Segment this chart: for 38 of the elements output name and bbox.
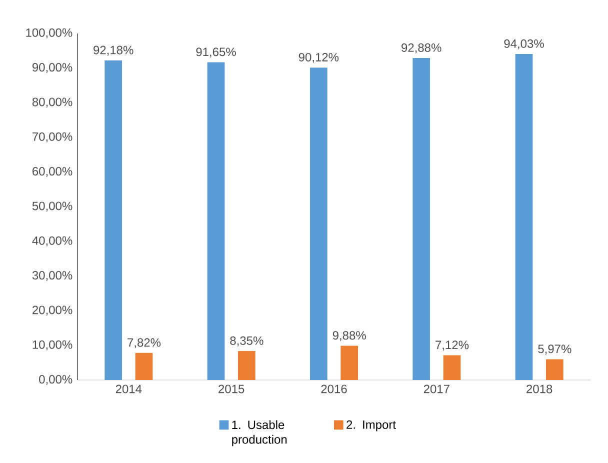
data-label: 8,35% xyxy=(230,336,264,346)
y-tick-label: 20,00% xyxy=(32,306,72,316)
x-tick-label: 2017 xyxy=(424,384,450,394)
bar xyxy=(546,359,564,380)
data-label: 90,12% xyxy=(298,53,339,64)
data-label: 94,03% xyxy=(504,40,544,50)
y-tick-label: 70,00% xyxy=(32,132,72,142)
data-label: 91,65% xyxy=(196,48,236,58)
y-tick-label: 50,00% xyxy=(32,202,72,212)
y-tick-label: 30,00% xyxy=(32,271,72,282)
legend-label: 1. Usable production xyxy=(232,420,287,446)
data-label: 5,97% xyxy=(538,344,572,355)
y-tick-label: 40,00% xyxy=(32,236,72,246)
data-label: 9,88% xyxy=(332,331,366,342)
bar xyxy=(135,353,153,380)
y-tick-label: 100,00% xyxy=(26,28,72,38)
y-tick-label: 90,00% xyxy=(32,63,72,74)
bar xyxy=(340,346,358,380)
y-tick-label: 60,00% xyxy=(32,167,72,178)
y-tick-label: 10,00% xyxy=(32,340,72,350)
bar xyxy=(515,54,533,380)
bar xyxy=(104,60,122,380)
x-tick-label: 2014 xyxy=(116,384,142,394)
x-tick-label: 2015 xyxy=(218,384,244,394)
bar xyxy=(310,68,328,380)
bar xyxy=(443,355,461,380)
data-label: 92,18% xyxy=(94,46,134,56)
data-label: 7,82% xyxy=(128,338,161,348)
data-label: 92,88% xyxy=(402,44,442,54)
bar xyxy=(412,58,430,380)
x-tick-label: 2018 xyxy=(526,384,552,394)
y-tick-label: 80,00% xyxy=(32,98,72,108)
bar xyxy=(238,351,256,380)
legend-label: 2. Import xyxy=(346,420,396,432)
data-label: 7,12% xyxy=(436,340,469,351)
bar xyxy=(207,62,225,380)
y-tick-label: 0,00% xyxy=(39,375,72,386)
x-tick-label: 2016 xyxy=(321,384,347,394)
